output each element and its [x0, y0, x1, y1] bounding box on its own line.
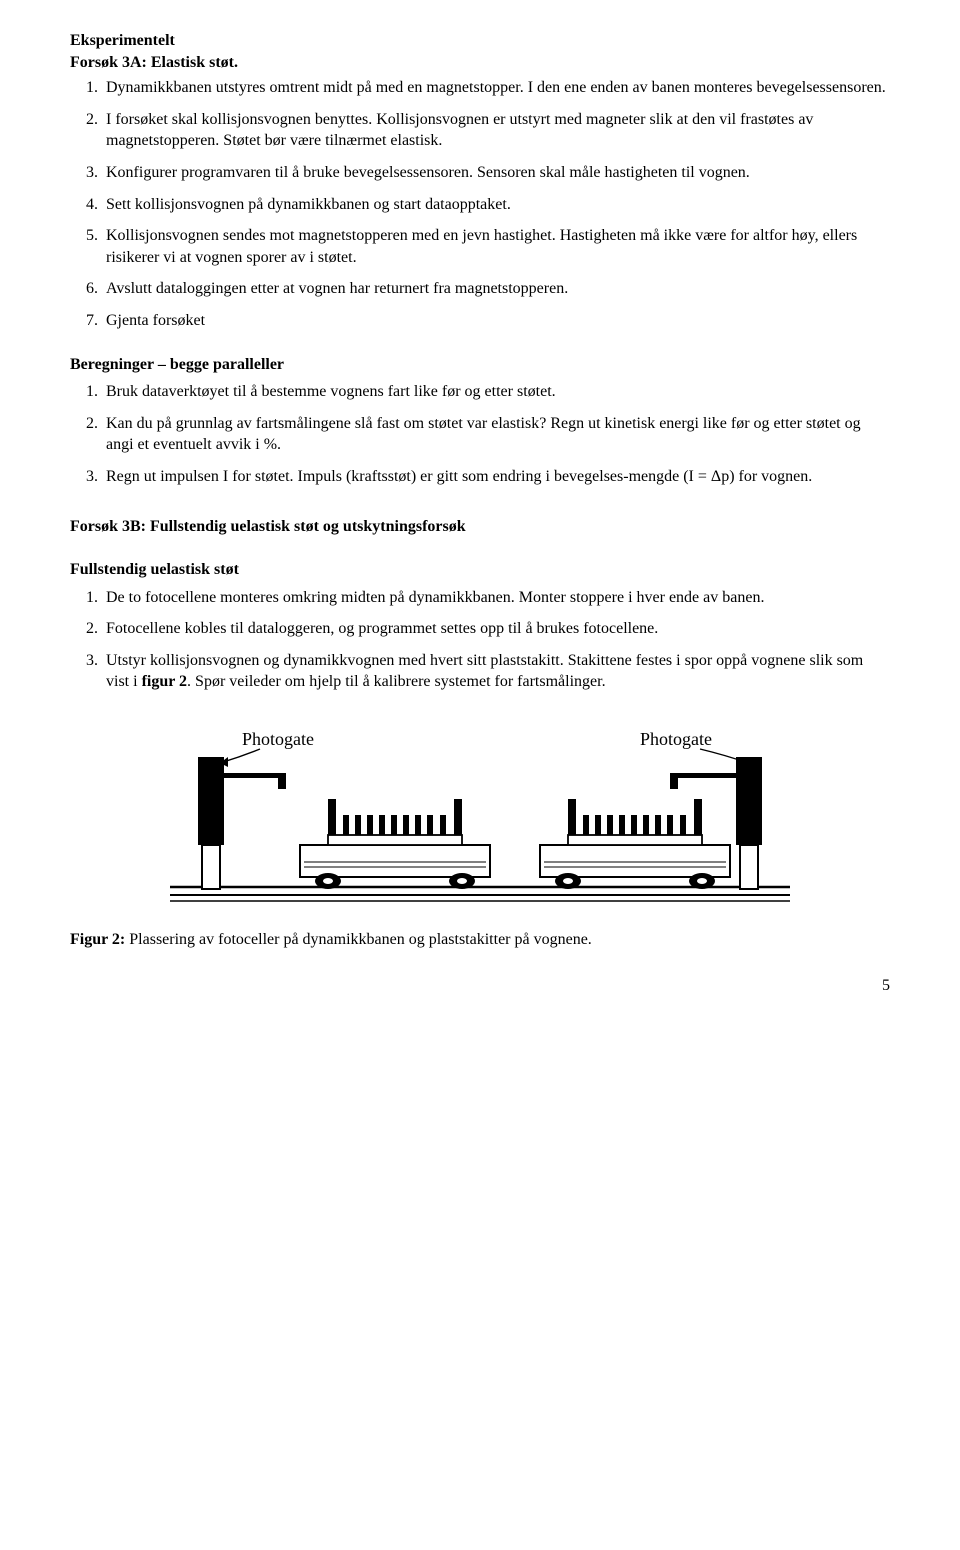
list-3a: Dynamikkbanen utstyres omtrent midt på m… [70, 77, 890, 331]
photogate-label-right: Photogate [640, 729, 712, 749]
caption-text: Plassering av fotoceller på dynamikkbane… [125, 931, 592, 948]
section-uelastisk: Fullstendig uelastisk støt [70, 559, 890, 581]
list-item: Utstyr kollisjonsvognen og dynamikkvogne… [102, 650, 890, 693]
figure-2: Photogate Photogate [70, 717, 890, 917]
figure-2-svg: Photogate Photogate [160, 717, 800, 917]
list-item: I forsøket skal kollisjonsvognen benytte… [102, 109, 890, 152]
list-item: Fotocellene kobles til dataloggeren, og … [102, 618, 890, 640]
list-uelastisk: De to fotocellene monteres omkring midte… [70, 587, 890, 693]
list-item-text: . Spør veileder om hjelp til å kalibrere… [187, 673, 606, 690]
list-item: Sett kollisjonsvognen på dynamikkbanen o… [102, 194, 890, 216]
list-item: Kollisjonsvognen sendes mot magnetstoppe… [102, 225, 890, 268]
section-calculations: Beregninger – begge paralleller [70, 354, 890, 376]
list-item: Regn ut impulsen I for støtet. Impuls (k… [102, 466, 890, 488]
figure-caption: Figur 2: Plassering av fotoceller på dyn… [70, 929, 890, 951]
list-item: Dynamikkbanen utstyres omtrent midt på m… [102, 77, 890, 99]
list-item: Gjenta forsøket [102, 310, 890, 332]
header-3a: Forsøk 3A: Elastisk støt. [70, 52, 890, 74]
list-item: Avslutt dataloggingen etter at vognen ha… [102, 278, 890, 300]
section-3b: Forsøk 3B: Fullstendig uelastisk støt og… [70, 516, 890, 538]
figure-ref: figur 2 [142, 673, 187, 690]
list-item: Konfigurer programvaren til å bruke beve… [102, 162, 890, 184]
photogate-label-left: Photogate [242, 729, 314, 749]
header-experiment: Eksperimentelt [70, 30, 890, 52]
list-item: Kan du på grunnlag av fartsmålingene slå… [102, 413, 890, 456]
page-number: 5 [70, 975, 890, 997]
list-calculations: Bruk dataverktøyet til å bestemme vognen… [70, 381, 890, 487]
caption-label: Figur 2: [70, 931, 125, 948]
list-item: De to fotocellene monteres omkring midte… [102, 587, 890, 609]
list-item: Bruk dataverktøyet til å bestemme vognen… [102, 381, 890, 403]
